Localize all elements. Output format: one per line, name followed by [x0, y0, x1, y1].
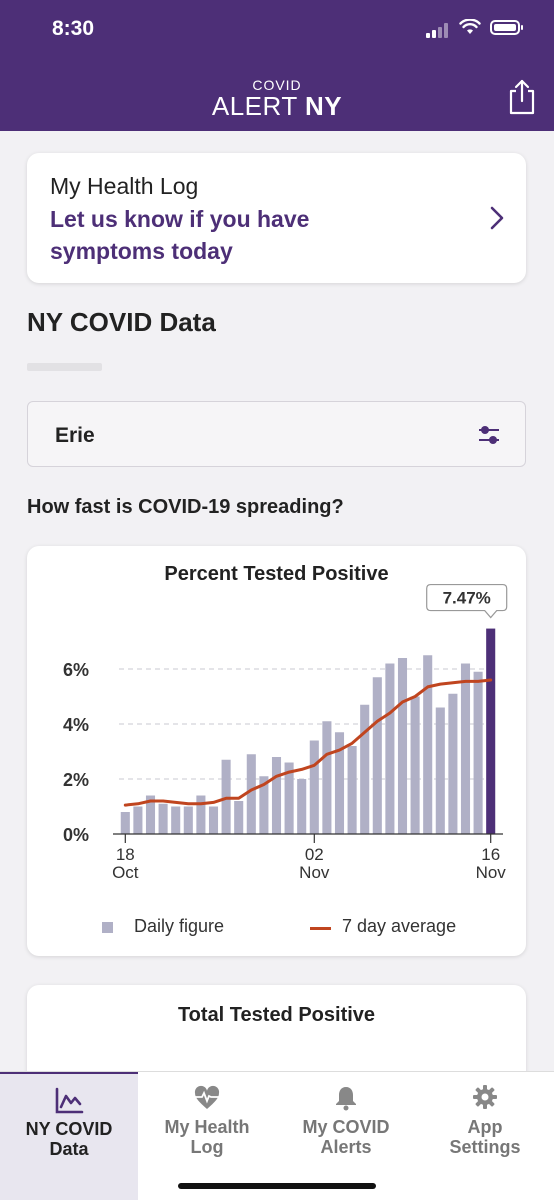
tab-label-line1: NY COVID	[25, 1119, 113, 1139]
tooltip-box	[426, 583, 508, 619]
bar	[234, 801, 244, 834]
x-tick-day: 18	[116, 845, 135, 864]
bar	[397, 658, 408, 834]
bar	[360, 704, 370, 834]
chart-title: Percent Tested Positive	[164, 563, 389, 585]
health-log-subtitle-line1: Let us know if you have	[50, 206, 310, 232]
percent-positive-chart-card: Percent Tested Positive 0% 2% 4% 6% 18 Oct 02 N…	[27, 546, 526, 956]
tab-label-line2: Data	[49, 1139, 89, 1159]
bar	[435, 707, 445, 834]
tab-my-covid-alerts[interactable]: My COVID Alerts	[277, 1072, 415, 1200]
bar	[460, 663, 471, 834]
tab-label-line2: Log	[190, 1137, 224, 1157]
chart-line-icon	[55, 1087, 84, 1114]
bar	[158, 803, 168, 834]
bar	[246, 754, 256, 834]
bell-icon	[336, 1087, 356, 1111]
average-line	[123, 678, 493, 807]
bar	[196, 795, 206, 834]
tab-label-line2: Alerts	[320, 1137, 372, 1157]
status-time: 8:30	[52, 17, 95, 40]
bar	[410, 696, 420, 834]
y-tick-label: 6%	[63, 660, 89, 680]
y-tick-label: 0%	[63, 825, 89, 845]
chevron-right-icon	[490, 206, 504, 230]
tab-label-line2: Settings	[449, 1137, 521, 1157]
legend-daily-swatch	[102, 922, 113, 933]
legend-average-label: 7 day average	[342, 916, 457, 936]
bar	[423, 655, 433, 834]
logo-covid: COVID	[252, 77, 302, 93]
bar	[120, 812, 130, 834]
bar	[334, 732, 345, 834]
total-positive-title: Total Tested Positive	[177, 1004, 376, 1026]
legend-daily-label: Daily figure	[134, 916, 225, 936]
bottom-tab-bar: NY COVID Data My Health Log My COVID Ale…	[0, 1071, 554, 1200]
x-tick-day: 02	[305, 845, 324, 864]
home-indicator	[178, 1183, 376, 1189]
logo-alert: ALERT	[211, 91, 298, 121]
county-select-value: Erie	[55, 424, 95, 447]
bar	[271, 757, 282, 834]
app-header: 8:30 COVID ALERT NY	[0, 0, 554, 131]
bar	[385, 663, 395, 834]
highlight-bar	[486, 628, 496, 834]
bar	[259, 776, 269, 834]
x-tick-month: Nov	[476, 863, 507, 882]
tab-label-line1: App	[467, 1117, 503, 1137]
health-log-subtitle: Let us know if you have symptoms today	[50, 203, 350, 267]
tab-label-line1: My COVID	[302, 1117, 390, 1137]
y-tick-label: 2%	[63, 770, 89, 790]
bar	[309, 740, 319, 834]
health-log-card[interactable]: My Health Log Let us know if you have sy…	[27, 153, 526, 283]
bar	[145, 795, 156, 834]
y-tick-label: 4%	[63, 715, 89, 735]
tab-ny-covid-data[interactable]: NY COVID Data	[0, 1072, 138, 1200]
loading-placeholder	[27, 363, 102, 371]
bar	[297, 779, 307, 834]
app-logo: COVID ALERT NY	[0, 78, 554, 120]
bar	[322, 721, 332, 834]
bar	[208, 806, 219, 834]
bar	[133, 806, 143, 834]
x-tick-day: 16	[481, 845, 500, 864]
tab-app-settings[interactable]: App Settings	[416, 1072, 554, 1200]
health-log-subtitle-line2: symptoms today	[50, 238, 233, 264]
bar	[448, 693, 458, 834]
bar	[473, 671, 483, 834]
health-log-title: My Health Log	[50, 173, 199, 199]
spread-question: How fast is COVID-19 spreading?	[27, 496, 344, 518]
bar	[372, 677, 382, 834]
logo-ny: NY	[304, 91, 343, 121]
heart-pulse-icon	[194, 1085, 220, 1109]
battery-icon	[490, 20, 523, 35]
county-select[interactable]: Erie	[27, 401, 526, 467]
x-tick-month: Nov	[299, 863, 330, 882]
tab-label-line1: My Health	[164, 1117, 250, 1137]
bar	[171, 806, 181, 834]
tab-my-health-log[interactable]: My Health Log	[138, 1072, 276, 1200]
share-icon[interactable]	[507, 79, 537, 115]
bar	[347, 746, 357, 834]
section-title: NY COVID Data	[27, 307, 216, 337]
legend-average-swatch	[310, 927, 331, 930]
cellular-signal-icon	[426, 22, 452, 38]
x-tick-month: Oct	[112, 863, 139, 882]
wifi-icon	[459, 19, 481, 34]
bar	[284, 762, 294, 834]
gear-icon	[473, 1085, 497, 1109]
tooltip-value: 7.47%	[443, 589, 491, 608]
filter-sliders-icon[interactable]	[477, 424, 501, 446]
bar	[183, 806, 193, 834]
